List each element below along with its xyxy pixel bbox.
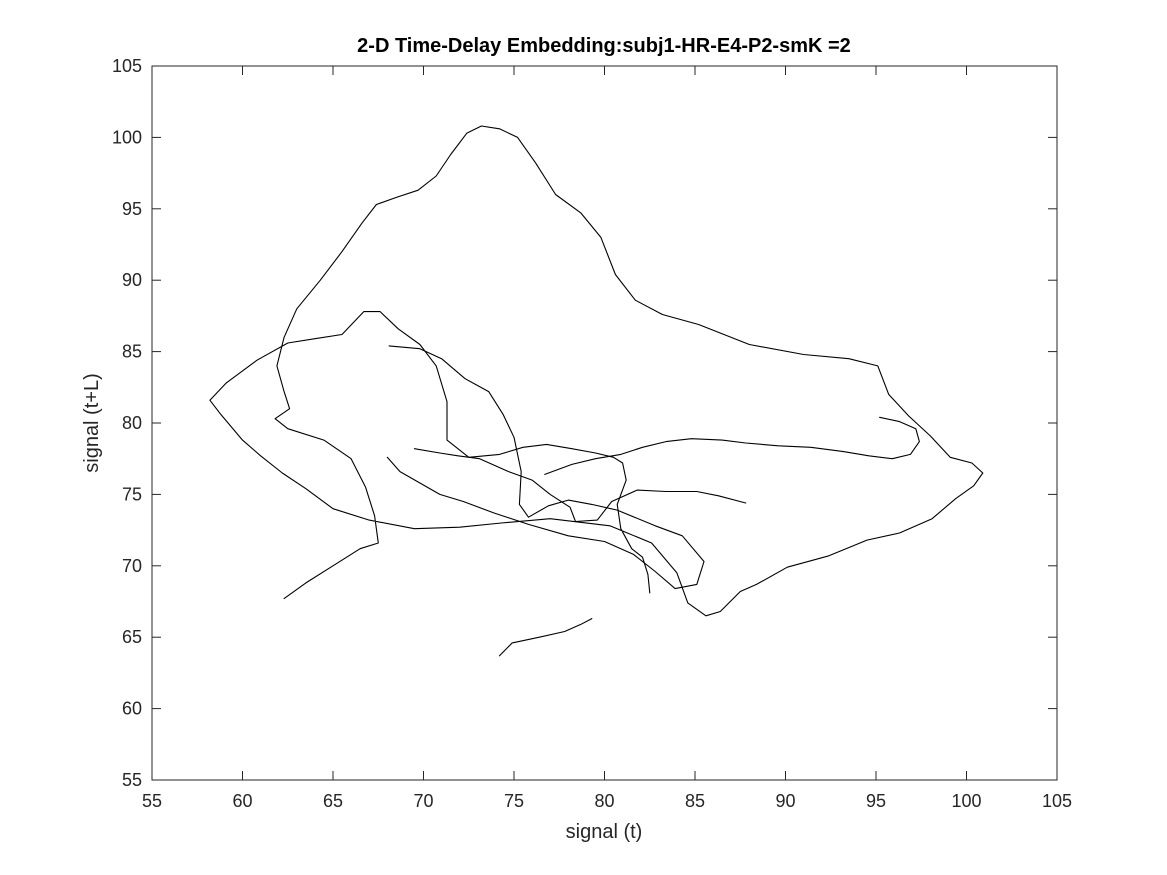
- y-tick-label: 55: [122, 770, 142, 790]
- x-tick-label: 85: [685, 791, 705, 811]
- trajectory-line-5: [413, 448, 747, 523]
- x-tick-label: 80: [594, 791, 614, 811]
- y-tick-label: 90: [122, 270, 142, 290]
- y-tick-label: 100: [112, 127, 142, 147]
- series-layer: [209, 125, 984, 657]
- x-tick-label: 95: [866, 791, 886, 811]
- x-tick-label: 70: [413, 791, 433, 811]
- y-axis-label: signal (t+L): [81, 373, 103, 473]
- plot-area: [151, 65, 1058, 781]
- x-tick-label: 105: [1042, 791, 1072, 811]
- y-axis: 55 60 65 70 75 80 85 90 95 100 105: [112, 56, 1057, 790]
- y-tick-label: 65: [122, 627, 142, 647]
- y-tick-label: 75: [122, 484, 142, 504]
- x-axis: 55 60 65 70 75 80 85 90 95 100 105: [142, 66, 1072, 811]
- x-axis-label: signal (t): [566, 821, 643, 843]
- y-tick-label: 60: [122, 699, 142, 719]
- y-tick-label: 85: [122, 342, 142, 362]
- x-tick-label: 65: [323, 791, 343, 811]
- y-tick-label: 105: [112, 56, 142, 76]
- trajectory-line-1: [209, 125, 984, 617]
- y-tick-label: 70: [122, 556, 142, 576]
- trajectory-line-3: [498, 618, 593, 657]
- y-tick-label: 95: [122, 199, 142, 219]
- trajectory-line-2: [386, 345, 705, 590]
- chart-title: 2-D Time-Delay Embedding:subj1-HR-E4-P2-…: [357, 35, 851, 57]
- y-tick-label: 80: [122, 413, 142, 433]
- x-tick-label: 90: [775, 791, 795, 811]
- x-tick-label: 60: [232, 791, 252, 811]
- x-tick-label: 100: [951, 791, 981, 811]
- trajectory-line-4: [544, 416, 920, 475]
- x-tick-label: 75: [504, 791, 524, 811]
- x-tick-label: 55: [142, 791, 162, 811]
